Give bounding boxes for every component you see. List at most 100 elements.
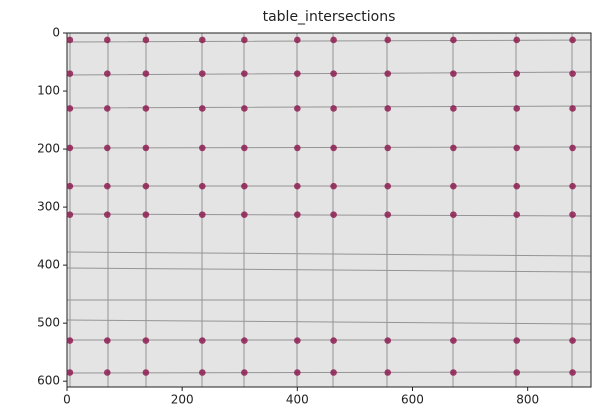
- intersection-point: [513, 105, 521, 112]
- intersection-point: [294, 369, 301, 376]
- intersection-point: [66, 105, 74, 112]
- intersection-point: [569, 369, 576, 376]
- intersection-point: [241, 36, 248, 44]
- intersection-point: [330, 369, 337, 376]
- y-tick-label: 300: [37, 200, 60, 214]
- intersection-point: [513, 182, 521, 190]
- intersection-point: [450, 182, 457, 190]
- intersection-point: [241, 144, 248, 152]
- intersection-point: [384, 144, 392, 152]
- intersection-point: [241, 105, 248, 112]
- intersection-point: [330, 36, 337, 44]
- intersection-point: [294, 182, 301, 190]
- intersection-point: [384, 70, 392, 77]
- intersection-point: [142, 182, 150, 190]
- image-lines: [66, 33, 592, 387]
- intersection-point: [199, 70, 206, 77]
- intersection-point: [104, 70, 111, 77]
- intersection-point: [513, 36, 521, 44]
- intersection-point: [294, 70, 301, 77]
- intersection-point: [241, 182, 248, 190]
- intersection-point: [450, 337, 457, 344]
- intersection-point: [330, 211, 337, 218]
- intersection-point: [569, 105, 576, 112]
- intersection-point: [241, 369, 248, 376]
- intersection-point: [241, 337, 248, 344]
- intersection-point: [104, 144, 111, 152]
- intersection-point: [569, 211, 576, 218]
- intersection-point: [142, 105, 150, 112]
- intersection-point: [294, 36, 301, 44]
- y-tick-label: 500: [37, 316, 60, 330]
- intersection-point: [384, 36, 392, 44]
- intersection-point: [199, 105, 206, 112]
- intersection-point: [66, 182, 74, 190]
- intersection-point: [569, 337, 576, 344]
- intersection-point: [199, 369, 206, 376]
- intersection-point: [384, 211, 392, 218]
- intersection-point: [104, 369, 111, 376]
- intersection-point: [199, 337, 206, 344]
- intersection-point: [199, 211, 206, 218]
- intersection-point: [450, 105, 457, 112]
- intersection-point: [104, 105, 111, 112]
- x-tick-label: 0: [63, 393, 71, 407]
- intersection-point: [513, 337, 521, 344]
- intersection-point: [241, 211, 248, 218]
- x-tick-label: 400: [286, 393, 309, 407]
- intersection-point: [569, 182, 576, 190]
- intersection-point: [66, 70, 74, 77]
- intersection-point: [199, 36, 206, 44]
- chart-title: table_intersections: [263, 9, 396, 25]
- intersection-point: [384, 105, 392, 112]
- intersection-point: [450, 144, 457, 152]
- y-tick-label: 200: [37, 142, 60, 156]
- intersection-point: [330, 105, 337, 112]
- intersection-point: [330, 337, 337, 344]
- intersection-point: [513, 144, 521, 152]
- intersection-point: [294, 105, 301, 112]
- intersection-point: [330, 70, 337, 77]
- intersection-point: [513, 70, 521, 77]
- intersection-point: [199, 144, 206, 152]
- intersection-point: [66, 36, 74, 44]
- intersection-point: [104, 211, 111, 218]
- intersection-point: [142, 144, 150, 152]
- intersection-point: [569, 144, 576, 152]
- intersection-point: [294, 211, 301, 218]
- intersection-point: [294, 337, 301, 344]
- intersection-point: [384, 337, 392, 344]
- axes-frame: [66, 32, 592, 388]
- intersection-point: [142, 337, 150, 344]
- intersection-point: [513, 211, 521, 218]
- intersection-point: [142, 70, 150, 77]
- intersection-point: [450, 36, 457, 44]
- intersection-point: [66, 211, 74, 218]
- intersection-point: [142, 36, 150, 44]
- x-tick-label: 600: [401, 393, 424, 407]
- intersection-point: [66, 144, 74, 152]
- intersection-point: [569, 70, 576, 77]
- intersection-point: [384, 369, 392, 376]
- intersection-point: [66, 337, 74, 344]
- intersection-point: [450, 211, 457, 218]
- intersection-point: [104, 337, 111, 344]
- intersection-point: [66, 369, 74, 376]
- intersection-point: [330, 182, 337, 190]
- y-tick-label: 400: [37, 258, 60, 272]
- intersection-point: [450, 369, 457, 376]
- intersection-point: [513, 369, 521, 376]
- x-tick-label: 200: [171, 393, 194, 407]
- y-tick-label: 0: [52, 26, 60, 40]
- intersection-point: [450, 70, 457, 77]
- intersection-point: [199, 182, 206, 190]
- y-tick-label: 600: [37, 374, 60, 388]
- intersection-point: [142, 369, 150, 376]
- intersection-point: [294, 144, 301, 152]
- intersection-point: [142, 211, 150, 218]
- intersection-point: [104, 36, 111, 44]
- intersection-point: [384, 182, 392, 190]
- document-image: [67, 33, 591, 387]
- y-tick-label: 100: [37, 84, 60, 98]
